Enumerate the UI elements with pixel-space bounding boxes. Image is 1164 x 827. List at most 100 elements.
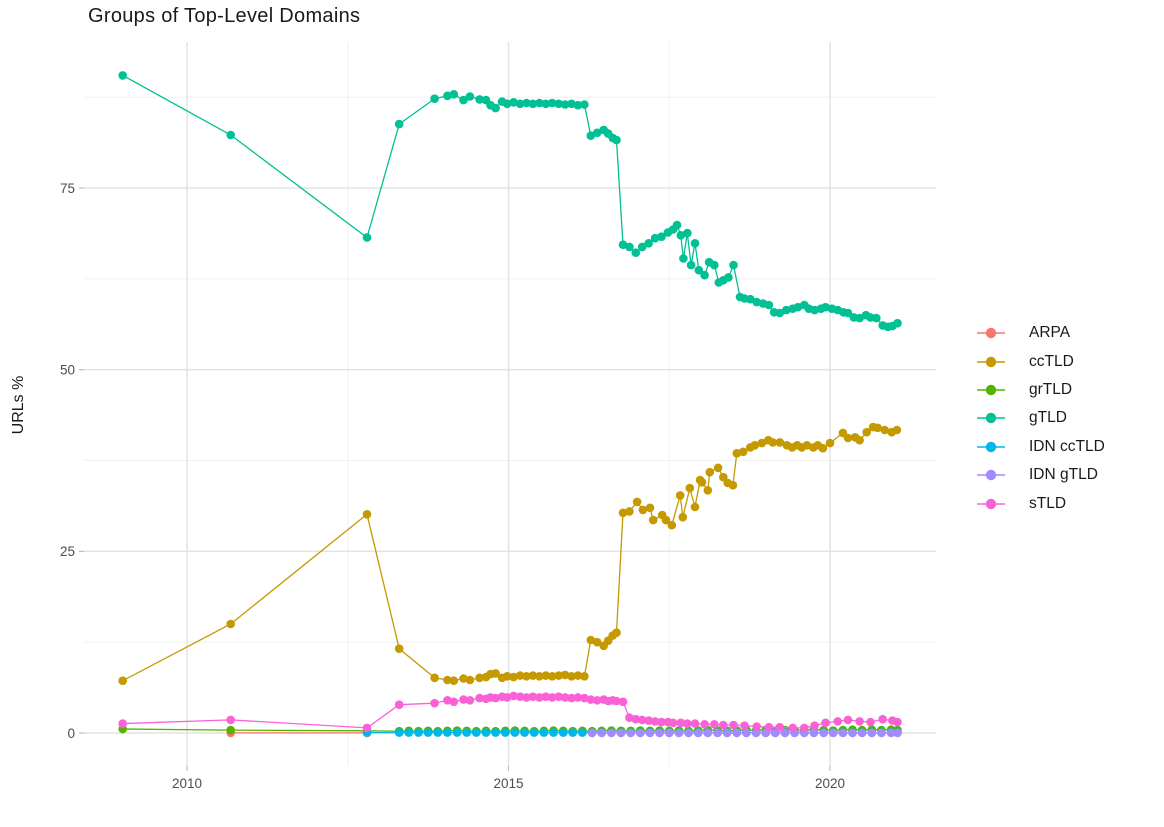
data-point-idn-cctld bbox=[394, 728, 404, 737]
data-point-stld bbox=[586, 695, 596, 704]
data-point-gtld bbox=[586, 131, 596, 140]
data-point-gtld bbox=[729, 260, 738, 270]
data-point-idn-gtld bbox=[819, 728, 828, 738]
data-point-cctld bbox=[547, 672, 557, 681]
data-point-idn-gtld bbox=[655, 728, 664, 738]
data-point-cctld bbox=[449, 676, 459, 685]
y-tick-label: 75 bbox=[60, 181, 75, 196]
data-point-gtld bbox=[872, 313, 881, 323]
data-point-cctld bbox=[567, 672, 576, 681]
data-point-gtld bbox=[686, 260, 696, 270]
data-point-gtld bbox=[683, 228, 692, 238]
data-point-gtld bbox=[430, 94, 439, 103]
data-point-gtld bbox=[567, 99, 576, 109]
data-point-stld bbox=[465, 696, 475, 705]
legend-key-icon bbox=[977, 327, 1005, 339]
chart-title: Groups of Top-Level Domains bbox=[88, 5, 361, 27]
y-tick-label: 50 bbox=[60, 363, 75, 378]
data-point-gtld bbox=[679, 254, 688, 263]
data-point-cctld bbox=[678, 512, 688, 522]
data-point-idn-cctld bbox=[568, 728, 578, 737]
data-point-idn-cctld bbox=[481, 728, 491, 737]
data-point-stld bbox=[676, 718, 686, 728]
data-point-idn-gtld bbox=[607, 728, 616, 738]
data-point-stld bbox=[637, 715, 647, 725]
legend-item-label: sTLD bbox=[1029, 494, 1067, 512]
legend-item-cctld: ccTLD bbox=[977, 347, 1105, 375]
legend-item-label: gTLD bbox=[1029, 409, 1067, 427]
data-point-idn-gtld bbox=[886, 728, 896, 738]
data-point-stld bbox=[821, 718, 830, 728]
data-point-idn-gtld bbox=[636, 728, 645, 738]
legend-key-dot bbox=[985, 469, 997, 481]
data-point-idn-gtld bbox=[838, 728, 848, 738]
data-point-gtld bbox=[573, 100, 583, 110]
data-point-stld bbox=[547, 693, 557, 702]
data-point-idn-cctld bbox=[443, 728, 452, 737]
data-point-stld bbox=[788, 723, 797, 733]
data-point-stld bbox=[449, 697, 459, 707]
data-point-cctld bbox=[535, 672, 544, 681]
data-point-gtld bbox=[118, 71, 127, 80]
data-point-gtld bbox=[491, 103, 500, 113]
data-point-cctld bbox=[862, 427, 871, 437]
legend-key-icon bbox=[977, 469, 1005, 481]
data-point-idn-gtld bbox=[684, 728, 693, 738]
data-point-gtld bbox=[509, 98, 518, 107]
data-point-idn-gtld bbox=[732, 728, 742, 738]
data-point-stld bbox=[752, 722, 761, 731]
legend-item-idn-cctld: IDN ccTLD bbox=[977, 433, 1105, 461]
data-point-stld bbox=[509, 691, 518, 701]
data-point-idn-gtld bbox=[597, 728, 606, 738]
data-point-cctld bbox=[118, 676, 127, 685]
legend-item-grtld: grTLD bbox=[977, 376, 1105, 404]
legend-key-dot bbox=[985, 413, 997, 424]
data-point-idn-cctld bbox=[578, 728, 587, 737]
y-axis-title: URLs % bbox=[10, 375, 27, 435]
data-point-stld bbox=[515, 692, 525, 701]
data-point-cctld bbox=[757, 438, 767, 448]
data-point-cctld bbox=[880, 425, 889, 435]
data-point-stld bbox=[740, 721, 749, 730]
y-tick-label: 0 bbox=[67, 726, 75, 741]
data-point-cctld bbox=[645, 503, 655, 513]
data-point-stld bbox=[800, 723, 809, 733]
data-point-stld bbox=[644, 716, 653, 725]
data-point-idn-gtld bbox=[703, 728, 713, 738]
data-point-idn-gtld bbox=[857, 728, 867, 738]
legend-key-icon bbox=[977, 441, 1005, 452]
data-point-cctld bbox=[509, 672, 518, 682]
data-point-stld bbox=[843, 715, 853, 725]
data-point-idn-cctld bbox=[520, 728, 529, 737]
data-point-stld bbox=[668, 718, 678, 728]
data-point-gtld bbox=[449, 90, 459, 99]
data-point-cctld bbox=[430, 673, 439, 683]
legend-key-dot bbox=[985, 441, 997, 452]
data-point-stld bbox=[775, 722, 785, 732]
data-point-stld bbox=[893, 717, 902, 727]
data-point-gtld bbox=[535, 98, 544, 108]
data-point-stld bbox=[631, 714, 641, 724]
panel-background bbox=[84, 42, 936, 766]
data-point-gtld bbox=[362, 233, 372, 242]
data-point-cctld bbox=[667, 520, 677, 530]
legend-key-dot bbox=[985, 384, 997, 396]
data-point-gtld bbox=[547, 98, 557, 108]
data-point-gtld bbox=[522, 98, 531, 108]
data-point-gtld bbox=[746, 294, 755, 304]
data-point-cctld bbox=[768, 438, 778, 447]
data-point-idn-gtld bbox=[848, 728, 857, 738]
data-point-cctld bbox=[648, 515, 658, 525]
data-point-gtld bbox=[580, 100, 589, 109]
data-point-cctld bbox=[618, 508, 628, 518]
data-point-gtld bbox=[672, 220, 682, 230]
data-point-cctld bbox=[750, 441, 760, 450]
data-point-stld bbox=[878, 714, 887, 724]
data-point-stld bbox=[528, 692, 538, 701]
data-point-stld bbox=[618, 697, 628, 707]
legend-key-icon bbox=[977, 498, 1005, 509]
data-point-cctld bbox=[475, 673, 484, 683]
data-point-cctld bbox=[825, 438, 835, 448]
